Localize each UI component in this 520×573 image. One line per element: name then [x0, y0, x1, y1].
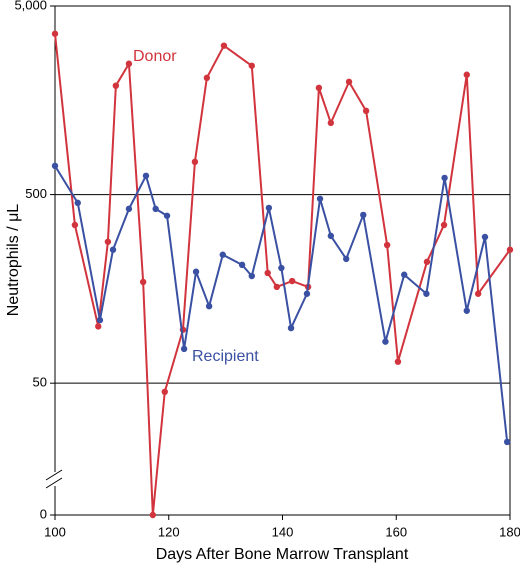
y-tick-label: 500 [25, 186, 47, 201]
data-point [180, 345, 188, 353]
break-mark [45, 469, 63, 481]
y-axis-label: Neutrophils / μL [5, 204, 22, 316]
x-tick-label: 160 [385, 524, 407, 539]
data-point [163, 212, 171, 219]
data-point [96, 316, 104, 324]
data-point [394, 358, 402, 365]
data-point [238, 261, 246, 269]
data-point [192, 268, 200, 275]
data-point [343, 255, 350, 263]
data-point [219, 251, 226, 258]
data-point [51, 162, 59, 170]
y-tick-label: 0 [40, 506, 47, 521]
data-point [248, 62, 255, 69]
series-line [54, 165, 509, 443]
data-point [360, 211, 367, 219]
data-point [74, 199, 81, 207]
data-point [474, 290, 482, 297]
data-point [149, 511, 157, 519]
data-point [142, 172, 150, 179]
data-point [125, 60, 133, 67]
data-point [273, 283, 281, 291]
data-point [423, 258, 431, 266]
data-point [248, 272, 255, 280]
axis-break [45, 469, 63, 489]
series-label: Recipient [192, 348, 259, 365]
y-tick-label: 5,000 [14, 0, 47, 12]
data-point [383, 241, 391, 249]
break-mark [45, 477, 63, 489]
data-point [191, 158, 199, 166]
data-point [303, 290, 311, 297]
data-point [109, 246, 117, 253]
data-point [95, 323, 102, 330]
data-point [506, 246, 514, 253]
break-gap [50, 472, 60, 486]
series-label: Donor [133, 48, 177, 65]
data-point [463, 307, 470, 314]
data-point [265, 204, 273, 212]
data-point [382, 338, 389, 345]
data-point [362, 107, 370, 115]
data-point [316, 195, 324, 202]
data-point [51, 30, 59, 37]
data-point [503, 438, 511, 446]
data-point [327, 232, 335, 240]
data-point [161, 388, 168, 396]
data-point [205, 302, 213, 310]
data-point [104, 238, 112, 245]
data-point [288, 277, 296, 285]
x-tick-label: 140 [272, 524, 294, 539]
data-point [264, 269, 271, 277]
x-tick-label: 100 [44, 524, 66, 539]
x-axis-label: Days After Bone Marrow Transplant [156, 546, 409, 563]
data-point [287, 324, 295, 332]
data-point [203, 74, 211, 82]
data-point [345, 78, 353, 86]
data-point [463, 71, 470, 78]
data-point [327, 119, 335, 127]
data-point [125, 205, 133, 213]
data-point [139, 278, 147, 286]
plot-frame [54, 5, 511, 516]
data-point [220, 42, 228, 49]
data-point [152, 205, 159, 213]
data-point [440, 221, 448, 229]
x-tick-label: 180 [499, 524, 520, 539]
x-tick-label: 120 [158, 524, 180, 539]
data-point [423, 290, 430, 297]
data-point [401, 271, 408, 278]
data-point [278, 264, 285, 272]
data-point [71, 221, 79, 229]
data-point [441, 174, 448, 182]
data-point [315, 84, 323, 92]
data-point [481, 233, 489, 241]
data-point [112, 82, 120, 89]
y-tick-label: 50 [33, 375, 47, 390]
